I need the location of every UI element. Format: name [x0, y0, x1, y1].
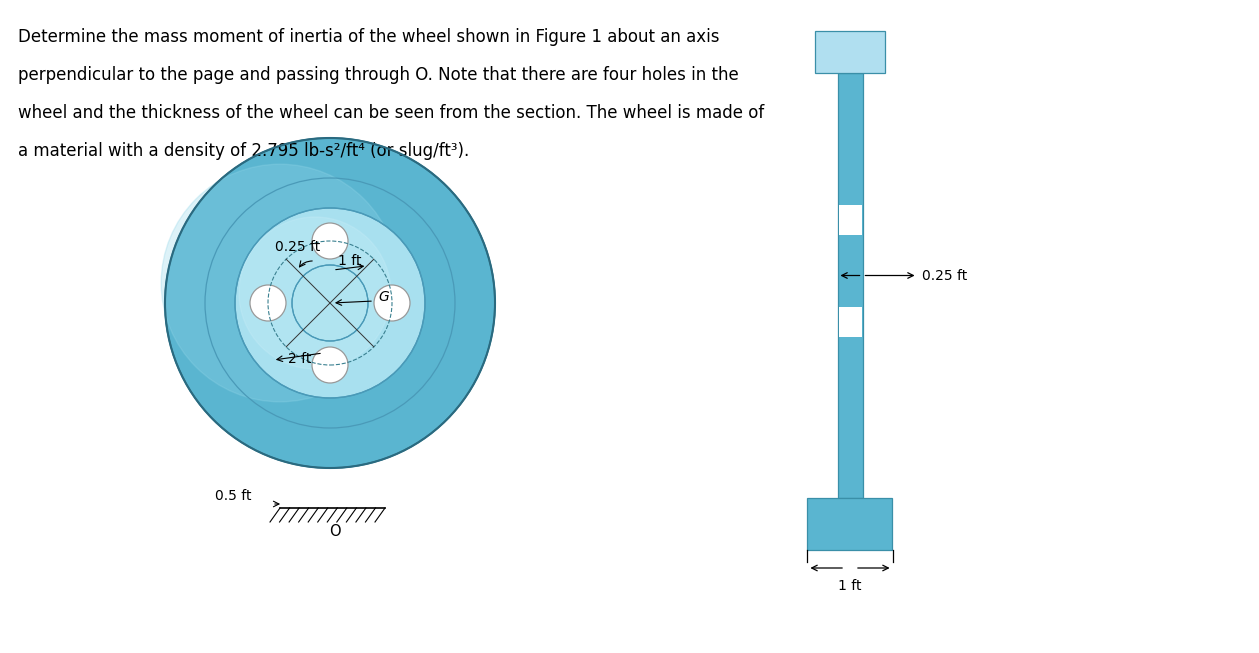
Bar	[807, 498, 893, 550]
Circle shape	[374, 285, 410, 321]
Text: 1 ft: 1 ft	[337, 254, 361, 268]
Text: perpendicular to the page and passing through O. Note that there are four holes : perpendicular to the page and passing th…	[18, 66, 739, 84]
Text: O: O	[329, 524, 340, 539]
Text: G: G	[378, 290, 389, 304]
Text: 1 ft: 1 ft	[838, 579, 861, 593]
Text: 2 ft: 2 ft	[288, 352, 311, 366]
Bar	[837, 73, 862, 498]
Bar	[815, 31, 885, 73]
Circle shape	[165, 138, 495, 468]
Text: a material with a density of 2.795 lb-s²/ft⁴ (or slug/ft³).: a material with a density of 2.795 lb-s²…	[18, 142, 470, 160]
Text: 0.25 ft: 0.25 ft	[274, 240, 320, 254]
Circle shape	[251, 285, 286, 321]
Bar	[838, 307, 861, 336]
Circle shape	[235, 208, 426, 398]
Circle shape	[312, 347, 347, 383]
Text: Determine the mass moment of inertia of the wheel shown in Figure 1 about an axi: Determine the mass moment of inertia of …	[18, 28, 719, 46]
Text: wheel and the thickness of the wheel can be seen from the section. The wheel is : wheel and the thickness of the wheel can…	[18, 104, 764, 122]
Circle shape	[239, 217, 392, 369]
Bar	[838, 205, 861, 234]
Text: 0.25 ft: 0.25 ft	[923, 268, 968, 283]
Circle shape	[161, 164, 399, 402]
Text: 0.5 ft: 0.5 ft	[215, 489, 252, 503]
Circle shape	[312, 223, 347, 259]
Circle shape	[292, 265, 368, 341]
